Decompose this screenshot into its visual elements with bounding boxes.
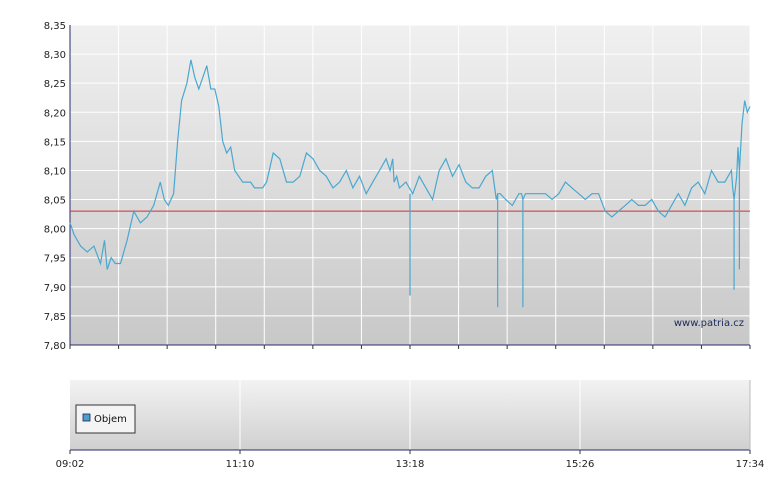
price-axis: 8,35 8,30 8,25 8,20 8,15 8,10 8,05 8,00 7,95 7,90…: [44, 21, 66, 352]
volume-legend: Objem: [75, 404, 136, 434]
x-tick-label: 09:02: [56, 459, 85, 470]
y-tick-label: 7,90: [44, 283, 66, 294]
x-tick-label: 13:18: [396, 459, 425, 470]
y-tick-label: 8,25: [44, 79, 66, 90]
y-tick-label: 7,85: [44, 312, 66, 323]
volume-grid: [69, 380, 751, 454]
legend-box: [75, 404, 136, 434]
y-tick-label: 8,15: [44, 137, 66, 148]
x-tick-label: 11:10: [226, 459, 255, 470]
price-spikes: [409, 170, 740, 308]
y-tick-label: 7,80: [44, 341, 66, 352]
x-tick-label: 17:34: [736, 459, 765, 470]
watermark: www.patria.cz: [674, 318, 744, 329]
y-tick-label: 8,30: [44, 50, 66, 61]
legend-swatch: [82, 413, 91, 422]
y-tick-label: 8,05: [44, 196, 66, 207]
y-tick-label: 8,20: [44, 108, 66, 119]
price-series-line: [69, 59, 751, 270]
x-axis: 09:02 11:10 13:18 15:26 17:34: [56, 459, 765, 470]
legend-label: Objem: [94, 414, 127, 425]
y-tick-label: 8,10: [44, 166, 66, 177]
y-tick-label: 8,35: [44, 21, 66, 32]
x-tick-label: 15:26: [566, 459, 595, 470]
y-tick-label: 8,00: [44, 225, 66, 236]
y-tick-label: 7,95: [44, 254, 66, 265]
